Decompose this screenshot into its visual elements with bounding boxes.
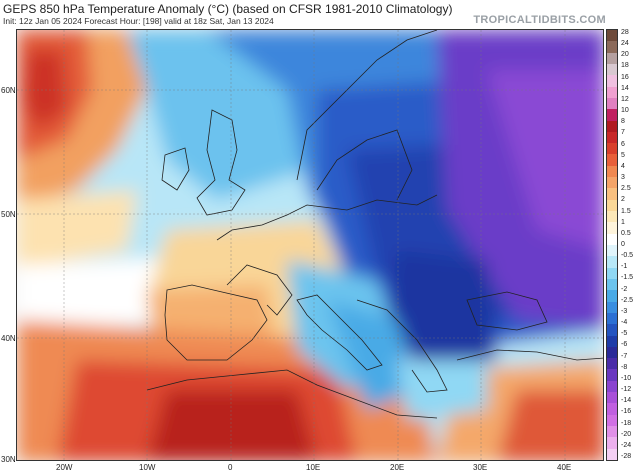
colorbar-label: 2: [621, 196, 625, 204]
colorbar-segment: [607, 131, 617, 144]
colorbar-segment: [607, 30, 617, 42]
colorbar-label: -10: [621, 374, 632, 382]
colorbar-label: 8: [621, 118, 625, 126]
colorbar-label: -8: [621, 363, 628, 371]
colorbar-label: -2.5: [621, 296, 634, 304]
colorbar-label: 2.5: [621, 185, 631, 193]
colorbar-segment: [607, 267, 617, 280]
colorbar-label: -5: [621, 330, 628, 338]
colorbar-label: -3: [621, 307, 628, 315]
colorbar-segment: [607, 165, 617, 178]
map-title: GEPS 850 hPa Temperature Anomaly (°C) (b…: [3, 2, 453, 16]
colorbar-segment: [607, 109, 617, 122]
colorbar-segment: [607, 403, 617, 416]
colorbar-label: -0.5: [621, 252, 634, 260]
colorbar-label: -18: [621, 419, 632, 427]
colorbar-segment: [607, 426, 617, 438]
colorbar-segment: [607, 256, 617, 269]
colorbar-segment: [607, 188, 617, 201]
colorbar-segment: [607, 52, 617, 65]
colorbar-segment: [607, 120, 617, 133]
colorbar-label: 1.5: [621, 207, 631, 215]
colorbar-label: 16: [621, 73, 629, 81]
colorbar-segment: [607, 312, 617, 325]
colorbar-label: 6: [621, 140, 625, 148]
colorbar-segment: [607, 358, 617, 370]
colorbar-segment: [607, 222, 617, 235]
colorbar-segment: [607, 41, 617, 54]
colorbar-segment: [607, 437, 617, 450]
colorbar-label: -28: [621, 453, 632, 460]
colorbar-label: 24: [621, 40, 629, 48]
brand-label: TROPICALTIDBITS.COM: [473, 14, 606, 26]
colorbar-segment: [607, 324, 617, 337]
anomaly-map: [16, 29, 604, 461]
colorbar: [606, 29, 618, 461]
lon-label-20w: 20W: [56, 463, 73, 472]
colorbar-label: 7: [621, 129, 625, 137]
lat-label-50n: 50N: [1, 210, 16, 219]
colorbar-segment: [607, 335, 617, 348]
colorbar-segment: [607, 154, 617, 167]
colorbar-label: 0: [621, 241, 625, 248]
colorbar-label: 20: [621, 51, 629, 59]
colorbar-label: 0.5: [621, 229, 631, 237]
graticule: [17, 30, 603, 460]
lon-label-10w: 10W: [139, 463, 156, 472]
colorbar-label: 18: [621, 62, 629, 70]
colorbar-label: -14: [621, 397, 632, 405]
colorbar-segment: [607, 97, 617, 110]
colorbar-label: -6: [621, 341, 628, 349]
colorbar-label: 3: [621, 174, 625, 182]
colorbar-label: 1: [621, 218, 625, 226]
lon-label-10e: 10E: [306, 463, 321, 472]
coastlines: [146, 30, 603, 419]
colorbar-label: -16: [621, 408, 632, 416]
colorbar-segment: [607, 75, 617, 88]
lat-label-30n: 30N: [1, 455, 16, 464]
colorbar-segment: [607, 380, 617, 393]
anomaly-field: [17, 30, 603, 460]
colorbar-segment: [607, 448, 617, 461]
colorbar-label: -7: [621, 352, 628, 360]
colorbar-segment: [607, 63, 617, 76]
colorbar-label: 12: [621, 95, 629, 103]
colorbar-label: 4: [621, 162, 625, 170]
map-header: GEPS 850 hPa Temperature Anomaly (°C) (b…: [0, 0, 640, 28]
colorbar-label: 28: [621, 29, 629, 36]
lon-label-20e: 20E: [390, 463, 405, 472]
colorbar-segment: [607, 199, 617, 212]
colorbar-segment: [607, 233, 617, 246]
colorbar-segment: [607, 177, 617, 189]
lat-label-60n: 60N: [1, 86, 16, 95]
lon-label-40e: 40E: [557, 463, 572, 472]
lat-label-40n: 40N: [1, 334, 16, 343]
colorbar-label: -12: [621, 386, 632, 394]
colorbar-label: -1: [621, 263, 628, 271]
lon-label-30e: 30E: [473, 463, 488, 472]
colorbar-label: -20: [621, 430, 632, 438]
colorbar-segment: [607, 301, 617, 314]
colorbar-label: -24: [621, 441, 632, 449]
colorbar-segment: [607, 86, 617, 99]
colorbar-segment: [607, 392, 617, 404]
colorbar-label: -4: [621, 319, 628, 327]
colorbar-segment: [607, 143, 617, 155]
colorbar-segment: [607, 278, 617, 291]
colorbar-segment: [607, 211, 617, 223]
colorbar-segment: [607, 414, 617, 427]
colorbar-segment: [607, 369, 617, 382]
colorbar-label: 5: [621, 151, 625, 159]
lon-label-0: 0: [228, 463, 233, 472]
colorbar-label: 14: [621, 84, 629, 92]
colorbar-label: -2: [621, 285, 628, 293]
map-subtitle: Init: 12z Jan 05 2024 Forecast Hour: [19…: [3, 16, 274, 26]
anomaly-shading: [17, 30, 603, 460]
colorbar-segment: [607, 290, 617, 303]
colorbar-segment: [607, 346, 617, 359]
colorbar-label: 10: [621, 107, 629, 115]
colorbar-label: -1.5: [621, 274, 634, 282]
colorbar-segment: [607, 245, 617, 257]
